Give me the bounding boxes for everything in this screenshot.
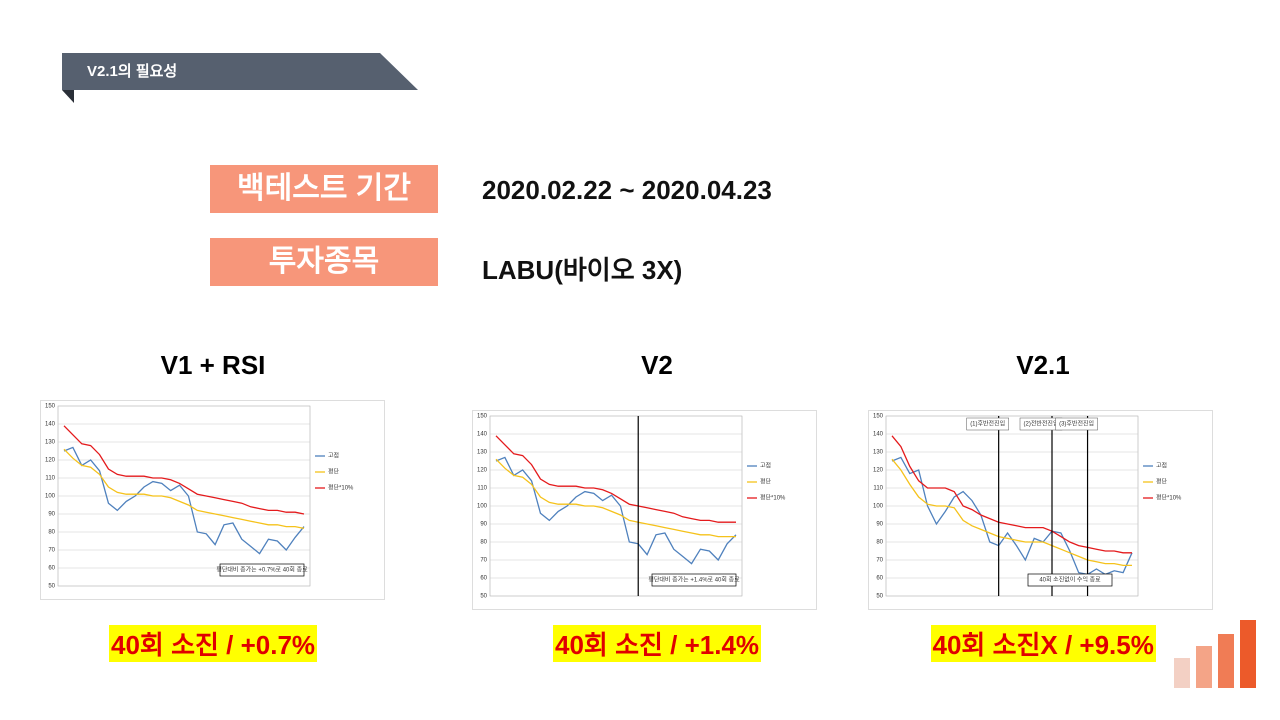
y-tick-label: 140 (873, 432, 884, 438)
y-tick-label: 140 (477, 432, 488, 438)
y-tick-label: 90 (876, 522, 883, 528)
legend-label: 고점 (760, 463, 771, 470)
marker-box (966, 417, 1009, 431)
y-tick-label: 120 (873, 468, 884, 474)
legend-label: 평단 (760, 478, 772, 486)
annotation-box (219, 563, 305, 577)
y-tick-label: 70 (876, 558, 883, 564)
legend-label: 평단*10% (1156, 494, 1182, 502)
annotation: 평단대비 종가는 +0.7%로 40회 종료 (216, 566, 308, 574)
marker-label: (3)후반전진입 (1059, 420, 1094, 428)
y-tick-label: 100 (45, 494, 56, 500)
y-tick-label: 130 (45, 440, 56, 446)
chart-bg (40, 400, 385, 600)
caption: 40회 소진 / +0.7% (109, 625, 318, 662)
marker-label: (2)전반전진입 (1024, 420, 1059, 428)
y-tick-label: 150 (45, 404, 56, 410)
y-tick-label: 90 (48, 512, 55, 518)
annotation: 40회 소진없이 수익 종료 (1039, 576, 1101, 584)
y-tick-label: 120 (477, 468, 488, 474)
label-box: 투자종목 (210, 238, 438, 286)
y-tick-label: 60 (48, 566, 55, 572)
legend-label: 고점 (1156, 463, 1167, 470)
y-tick-label: 80 (480, 540, 487, 546)
y-tick-label: 50 (876, 594, 883, 600)
y-tick-label: 130 (477, 450, 488, 456)
y-tick-label: 50 (480, 594, 487, 600)
line-series (891, 458, 1132, 567)
y-tick-label: 100 (873, 504, 884, 510)
y-tick-label: 80 (876, 540, 883, 546)
legend-label: 평단*10% (328, 484, 354, 492)
chart-bg (472, 410, 817, 610)
chart-title: V1 + RSI (160, 350, 266, 380)
y-tick-label: 60 (480, 576, 487, 582)
banner: V2.1의 필요성 (62, 53, 418, 103)
y-tick-label: 70 (48, 548, 55, 554)
line-series (63, 446, 305, 555)
info-value: 2020.02.22 ~ 2020.04.23 (482, 175, 772, 205)
marker-label: (1)후반전진입 (970, 420, 1005, 428)
banner-title: V2.1의 필요성 (87, 62, 177, 80)
line-series (63, 448, 305, 530)
annotation-box (651, 573, 737, 587)
marker-box (1055, 417, 1098, 431)
y-tick-label: 80 (48, 530, 55, 536)
y-tick-label: 50 (48, 584, 55, 590)
annotation-box (1027, 573, 1113, 587)
caption: 40회 소진 / +1.4% (553, 625, 762, 662)
legend-label: 평단 (1156, 478, 1168, 486)
y-tick-label: 60 (876, 576, 883, 582)
y-tick-label: 140 (45, 422, 56, 428)
y-tick-label: 150 (873, 414, 884, 420)
line-series (891, 435, 1132, 554)
legend-label: 고점 (328, 453, 339, 460)
line-series (63, 425, 305, 515)
chart-title: V2.1 (1016, 350, 1070, 380)
legend-label: 평단*10% (760, 494, 786, 502)
caption: 40회 소진X / +9.5% (930, 625, 1156, 662)
y-tick-label: 110 (873, 486, 883, 492)
chart-title: V2 (641, 350, 673, 380)
y-tick-label: 110 (477, 486, 487, 492)
label-box: 백테스트 기간 (210, 165, 438, 213)
info-value: LABU(바이오 3X) (482, 255, 683, 285)
y-tick-label: 70 (480, 558, 487, 564)
line-series (495, 456, 737, 565)
y-tick-label: 150 (477, 414, 488, 420)
logo (1174, 620, 1256, 688)
y-tick-label: 90 (480, 522, 487, 528)
annotation: 평단대비 종가는 +1.4%로 40회 종료 (648, 576, 740, 584)
y-tick-label: 120 (45, 458, 56, 464)
line-series (495, 458, 736, 538)
y-tick-label: 100 (477, 504, 488, 510)
legend-label: 평단 (328, 468, 340, 476)
y-tick-label: 110 (45, 476, 55, 482)
line-series (495, 435, 736, 523)
y-tick-label: 130 (873, 450, 884, 456)
